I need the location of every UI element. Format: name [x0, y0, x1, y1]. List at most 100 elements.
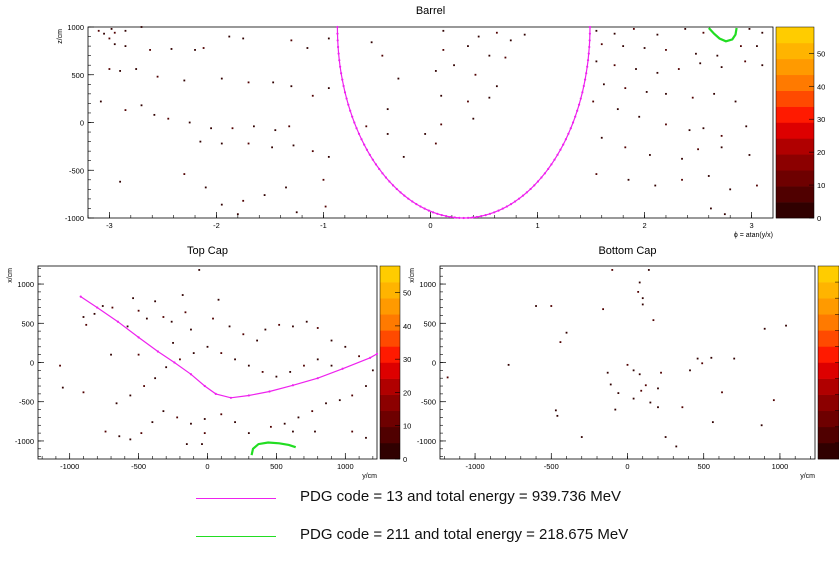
muon-track-point	[378, 167, 381, 171]
hit-point	[124, 45, 127, 47]
hit-point	[638, 115, 641, 118]
hit-point	[165, 366, 168, 369]
hit-point	[330, 339, 333, 342]
hit-point	[140, 26, 143, 28]
hit-point	[606, 371, 609, 374]
hit-point	[626, 363, 629, 366]
hit-point	[247, 364, 250, 367]
hit-point	[652, 319, 655, 322]
hit-point	[149, 49, 151, 51]
hit-point	[616, 108, 619, 111]
y-tick-label: -500	[69, 166, 84, 175]
hit-point	[263, 194, 266, 196]
hit-point	[305, 320, 308, 323]
color-scale-band	[776, 74, 814, 91]
color-scale-band	[818, 346, 839, 363]
hit-point	[183, 79, 186, 82]
hit-point	[242, 37, 245, 40]
hit-point	[344, 345, 347, 348]
color-scale-band	[818, 362, 839, 379]
hit-point	[632, 369, 635, 372]
hit-point	[402, 155, 405, 158]
hit-point	[365, 125, 368, 128]
muon-track-point	[427, 209, 430, 212]
muon-track-point	[556, 153, 559, 156]
x-tick-label: -1000	[60, 462, 79, 471]
muon-track-point	[513, 200, 517, 203]
hit-point	[242, 333, 245, 336]
hit-point	[327, 87, 330, 90]
hit-point	[733, 357, 736, 360]
muon-track-point	[340, 72, 343, 75]
muon-track-point	[480, 215, 483, 218]
color-scale-band	[818, 314, 839, 331]
muon-track-point	[488, 212, 492, 215]
hit-point	[638, 281, 641, 284]
hit-point	[154, 377, 157, 380]
hit-point	[162, 410, 165, 413]
muon-track-point	[547, 167, 550, 171]
color-scale-band	[818, 426, 839, 444]
color-scale-band	[380, 314, 400, 331]
muon-track-point	[497, 209, 500, 212]
hit-point	[124, 109, 127, 111]
hit-point	[702, 127, 705, 130]
hit-point	[204, 186, 207, 189]
legend-line-pion	[196, 536, 276, 537]
hit-point	[665, 92, 667, 95]
hit-point	[252, 125, 255, 128]
hit-point	[785, 324, 787, 327]
hit-point	[220, 142, 223, 145]
hit-point	[756, 45, 758, 47]
hit-point	[137, 353, 140, 356]
color-scale-label: 40	[403, 322, 411, 331]
hit-point	[167, 117, 170, 120]
hit-point	[181, 294, 184, 296]
hit-point	[292, 325, 294, 328]
hit-point	[162, 316, 165, 318]
color-scale-band	[380, 394, 400, 412]
hit-point	[595, 173, 598, 175]
hit-point	[118, 435, 121, 438]
hit-point	[748, 154, 751, 156]
y-tick-label: -1000	[15, 437, 34, 446]
hit-point	[446, 376, 449, 379]
hit-point	[664, 436, 667, 438]
hit-point	[602, 308, 605, 311]
muon-track-point	[583, 78, 587, 81]
y-tick-label: 1000	[67, 23, 84, 32]
hit-point	[113, 43, 116, 46]
hit-point	[691, 96, 694, 99]
hit-point	[247, 142, 250, 145]
muon-track-point	[449, 215, 452, 219]
muon-track-point	[411, 200, 414, 203]
hit-point	[351, 430, 354, 433]
hit-point	[477, 35, 480, 38]
hit-point	[115, 402, 118, 405]
y-axis-label: x/cm	[7, 268, 14, 283]
hit-point	[311, 94, 314, 97]
muon-track-point	[562, 143, 565, 146]
hit-point	[176, 416, 179, 419]
hit-point	[675, 445, 678, 448]
hit-point	[665, 49, 667, 51]
x-tick-label: 3	[750, 221, 754, 230]
hit-point	[330, 364, 333, 367]
hit-point	[274, 129, 277, 132]
muon-track-point	[571, 121, 575, 124]
muon-track-point	[462, 216, 465, 220]
hit-point	[600, 136, 603, 139]
color-scale-band	[380, 378, 400, 395]
hit-point	[442, 49, 445, 51]
hit-point	[723, 213, 726, 216]
x-tick-label: 0	[625, 462, 629, 471]
muon-track-point	[357, 132, 361, 135]
hit-point	[290, 39, 293, 42]
muon-track-point	[214, 392, 217, 395]
muon-track-point	[423, 207, 426, 210]
muon-track-point	[484, 213, 487, 217]
x-tick-label: 0	[205, 462, 209, 471]
muon-track-point	[399, 191, 402, 194]
hit-point	[488, 54, 491, 57]
